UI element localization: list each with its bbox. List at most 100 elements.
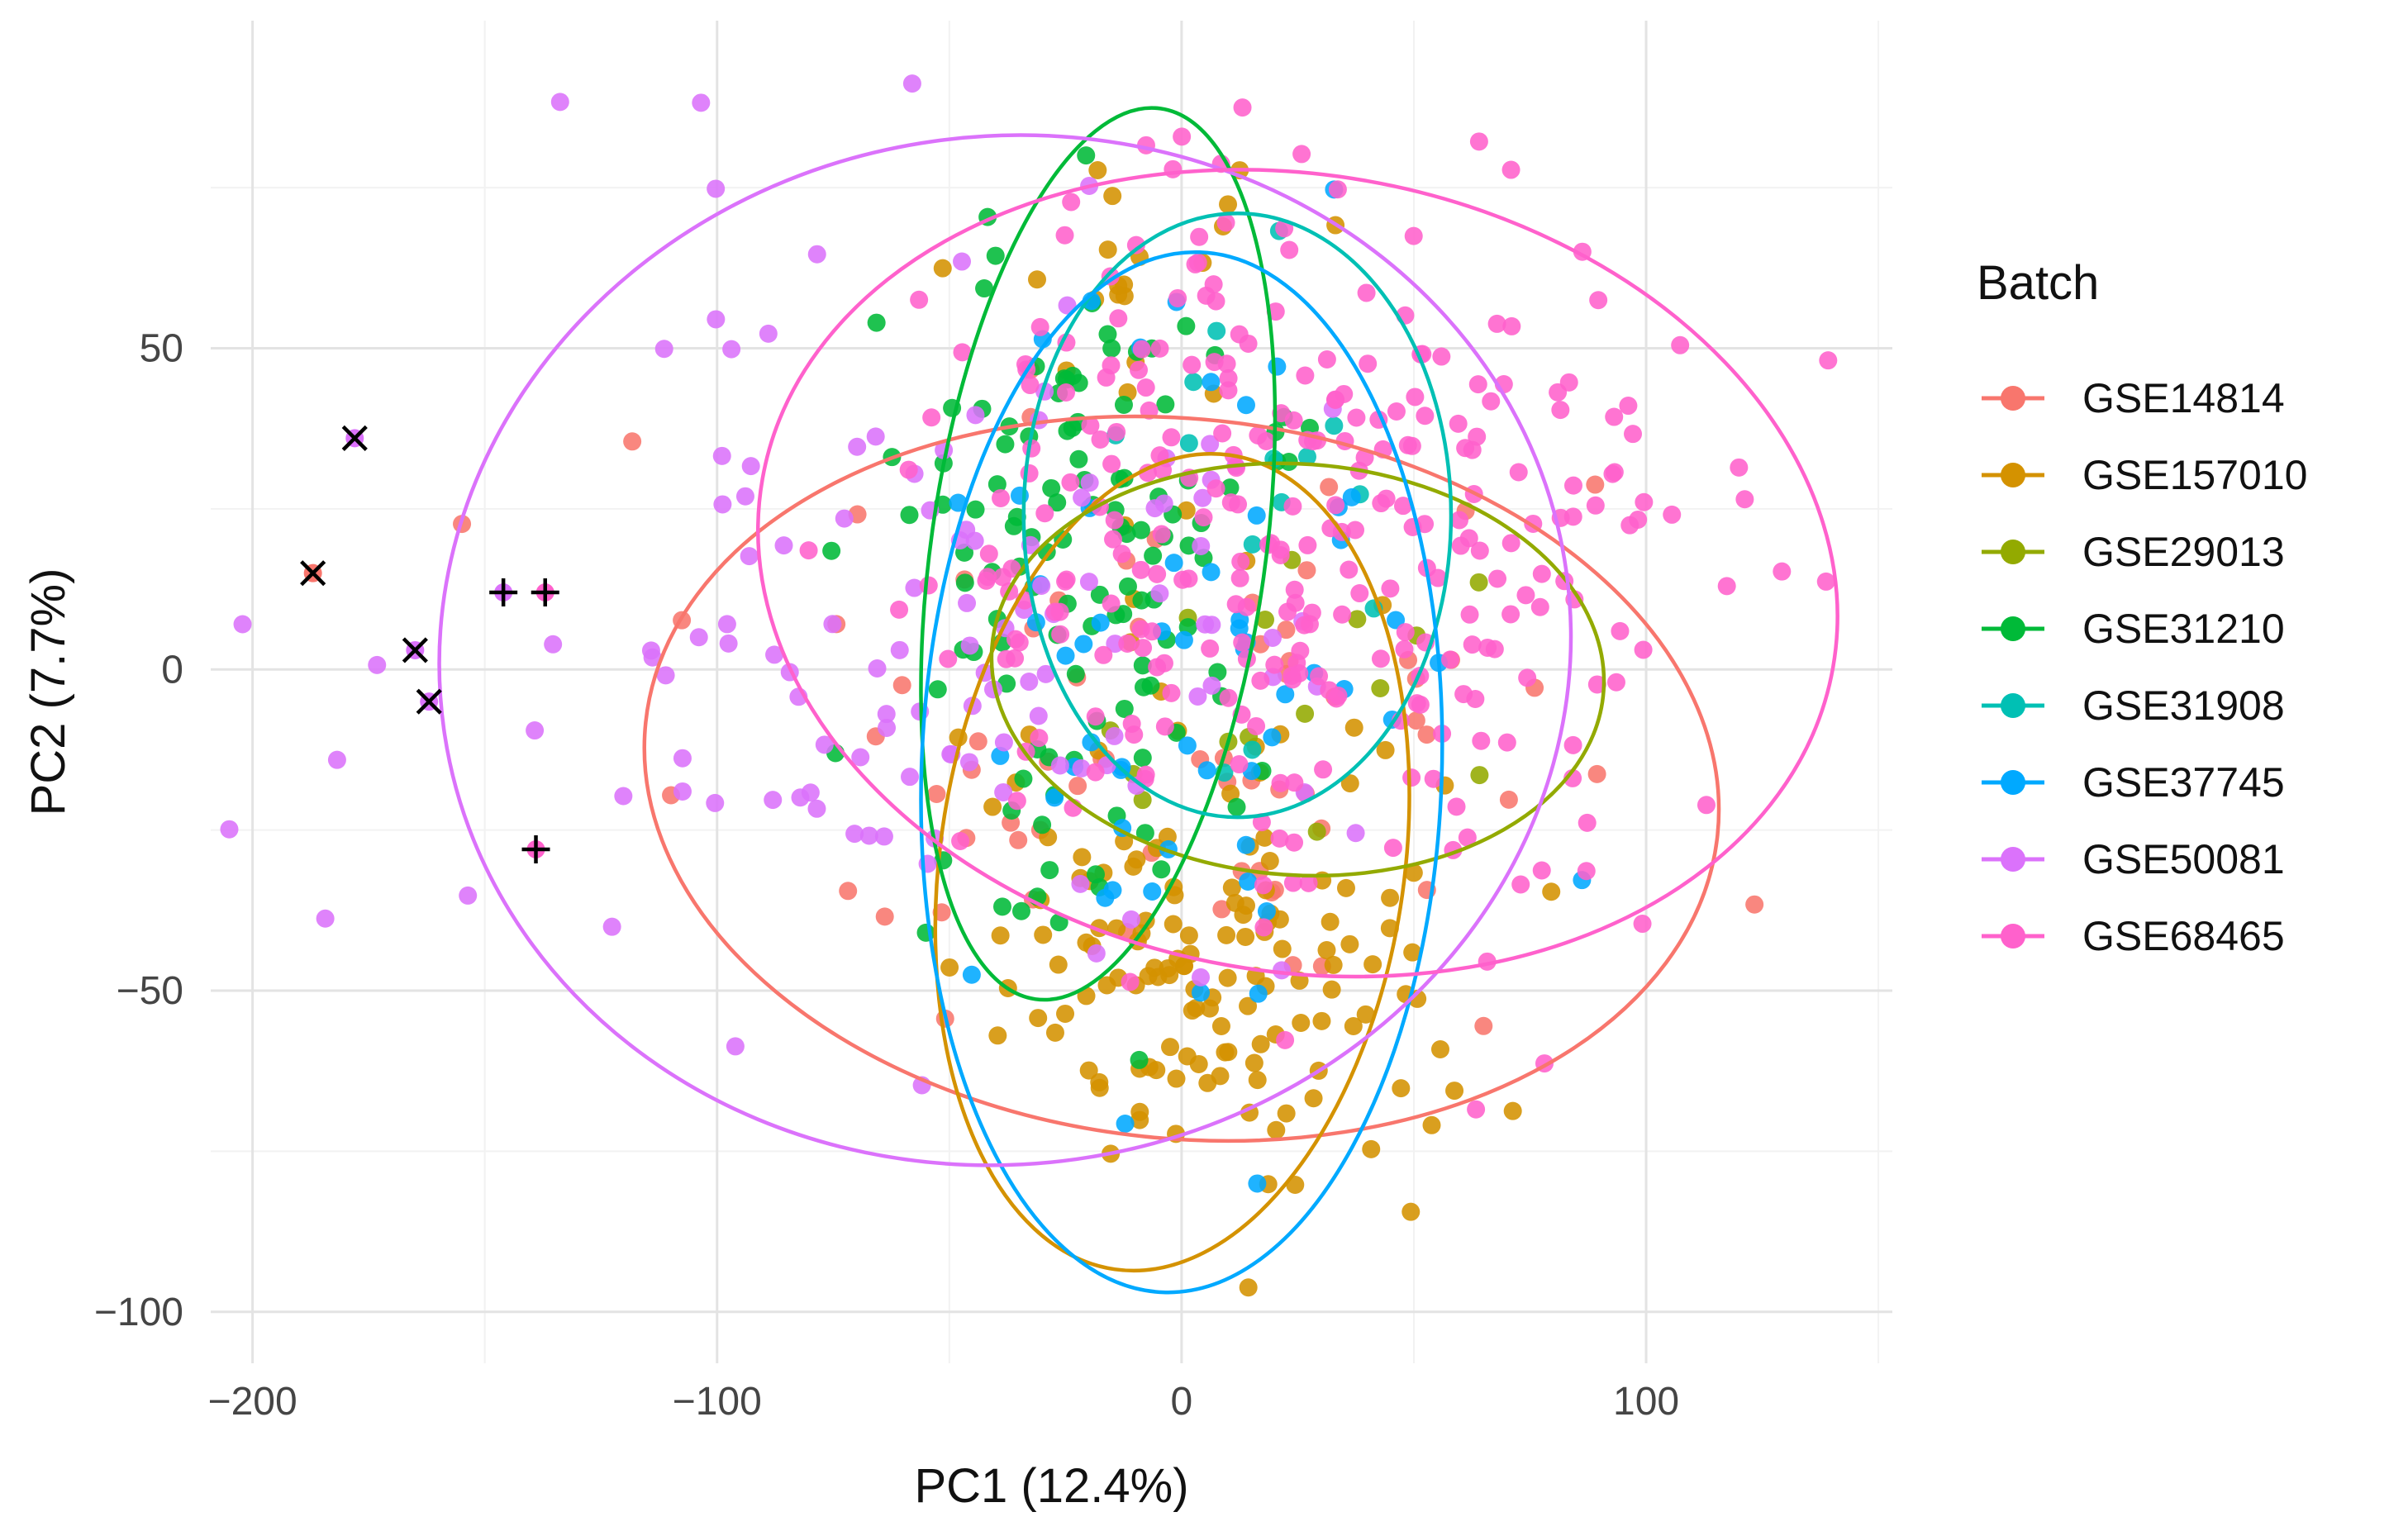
data-point <box>1267 1120 1286 1139</box>
data-point <box>544 635 563 654</box>
data-point <box>1432 347 1451 366</box>
data-point <box>1284 411 1303 430</box>
y-tick-label: 50 <box>140 327 183 371</box>
data-point <box>1147 1061 1166 1080</box>
data-point <box>1314 760 1333 779</box>
data-point <box>1121 972 1140 991</box>
data-point <box>712 446 731 465</box>
legend-key-point <box>2001 386 2025 411</box>
data-point <box>1268 357 1287 376</box>
data-point <box>1103 187 1122 206</box>
data-point <box>1470 766 1489 785</box>
data-point <box>774 536 793 555</box>
data-point <box>1417 725 1436 744</box>
data-point <box>1132 591 1151 610</box>
data-point <box>1202 563 1221 582</box>
data-point <box>994 733 1013 752</box>
data-point <box>955 573 974 592</box>
data-point <box>1117 525 1136 544</box>
data-point <box>1045 1023 1064 1042</box>
data-point <box>459 886 478 905</box>
data-point <box>1589 291 1608 310</box>
data-point <box>1056 646 1075 665</box>
x-axis-tick-labels: −200 −100 0 100 <box>208 1380 1680 1424</box>
data-point <box>1424 769 1443 788</box>
data-point <box>900 506 919 525</box>
data-point <box>1509 463 1528 482</box>
data-point <box>979 544 998 563</box>
data-point <box>1271 773 1290 792</box>
data-point <box>839 882 858 901</box>
data-point <box>1098 325 1117 344</box>
data-point <box>1079 573 1098 592</box>
flagged-points-layer <box>300 425 559 863</box>
data-point <box>1130 1110 1149 1129</box>
data-point <box>1091 430 1110 449</box>
data-point <box>801 783 820 802</box>
data-point <box>1260 852 1279 871</box>
data-point <box>848 437 867 456</box>
data-point <box>1134 639 1153 658</box>
data-point <box>890 640 909 659</box>
legend-item-GSE68465: GSE68465 <box>1982 913 2285 959</box>
data-point <box>1635 492 1654 511</box>
data-point <box>1663 505 1682 524</box>
data-point <box>1230 755 1249 774</box>
data-point <box>707 310 726 329</box>
data-point <box>1236 835 1255 854</box>
data-point <box>1061 473 1080 492</box>
data-point <box>1069 449 1088 468</box>
data-point <box>1697 796 1716 815</box>
data-point <box>1516 586 1535 605</box>
data-point <box>1322 980 1341 999</box>
data-point <box>1179 926 1198 945</box>
data-point <box>1164 915 1183 934</box>
data-point <box>1049 955 1068 974</box>
flagged-point-plus <box>521 834 550 863</box>
data-point <box>1050 602 1069 621</box>
data-point <box>1277 1104 1296 1123</box>
x-tick-label: 100 <box>1613 1380 1679 1424</box>
data-point <box>1236 396 1255 415</box>
data-point <box>1193 488 1212 507</box>
data-point <box>1745 895 1764 914</box>
data-point <box>1192 536 1211 555</box>
data-point <box>1218 968 1237 987</box>
data-point <box>1124 857 1143 876</box>
data-point <box>1056 1004 1075 1023</box>
data-point <box>1587 764 1606 783</box>
data-point <box>1179 434 1198 453</box>
data-point <box>1139 967 1158 986</box>
legend-label: GSE31210 <box>2082 606 2285 652</box>
data-point <box>1317 349 1336 368</box>
data-point <box>1816 572 1835 591</box>
confidence-ellipse-GSE157010 <box>933 451 1411 1273</box>
data-point <box>1020 673 1039 692</box>
data-point <box>1304 1089 1323 1108</box>
legend-label: GSE157010 <box>2082 452 2307 498</box>
x-tick-label: −200 <box>208 1380 297 1424</box>
data-point <box>1102 454 1121 473</box>
data-point <box>1035 504 1054 523</box>
data-point <box>1134 678 1153 697</box>
data-point <box>1291 641 1310 660</box>
data-point <box>1219 368 1238 388</box>
data-point <box>993 568 1012 587</box>
data-point <box>1270 829 1289 848</box>
data-point <box>953 343 972 362</box>
data-point <box>1081 416 1100 435</box>
data-point <box>1033 815 1052 834</box>
data-point <box>902 74 921 93</box>
data-point <box>1356 1005 1375 1024</box>
data-point <box>1619 397 1638 416</box>
data-point <box>807 245 826 264</box>
data-point <box>1011 901 1030 920</box>
data-point <box>1249 984 1268 1003</box>
data-point <box>722 340 741 359</box>
data-point <box>1231 552 1250 571</box>
data-point <box>1150 584 1169 603</box>
data-point <box>966 500 985 519</box>
data-point <box>1057 370 1076 389</box>
data-point <box>1518 668 1537 687</box>
data-point <box>1329 687 1348 706</box>
